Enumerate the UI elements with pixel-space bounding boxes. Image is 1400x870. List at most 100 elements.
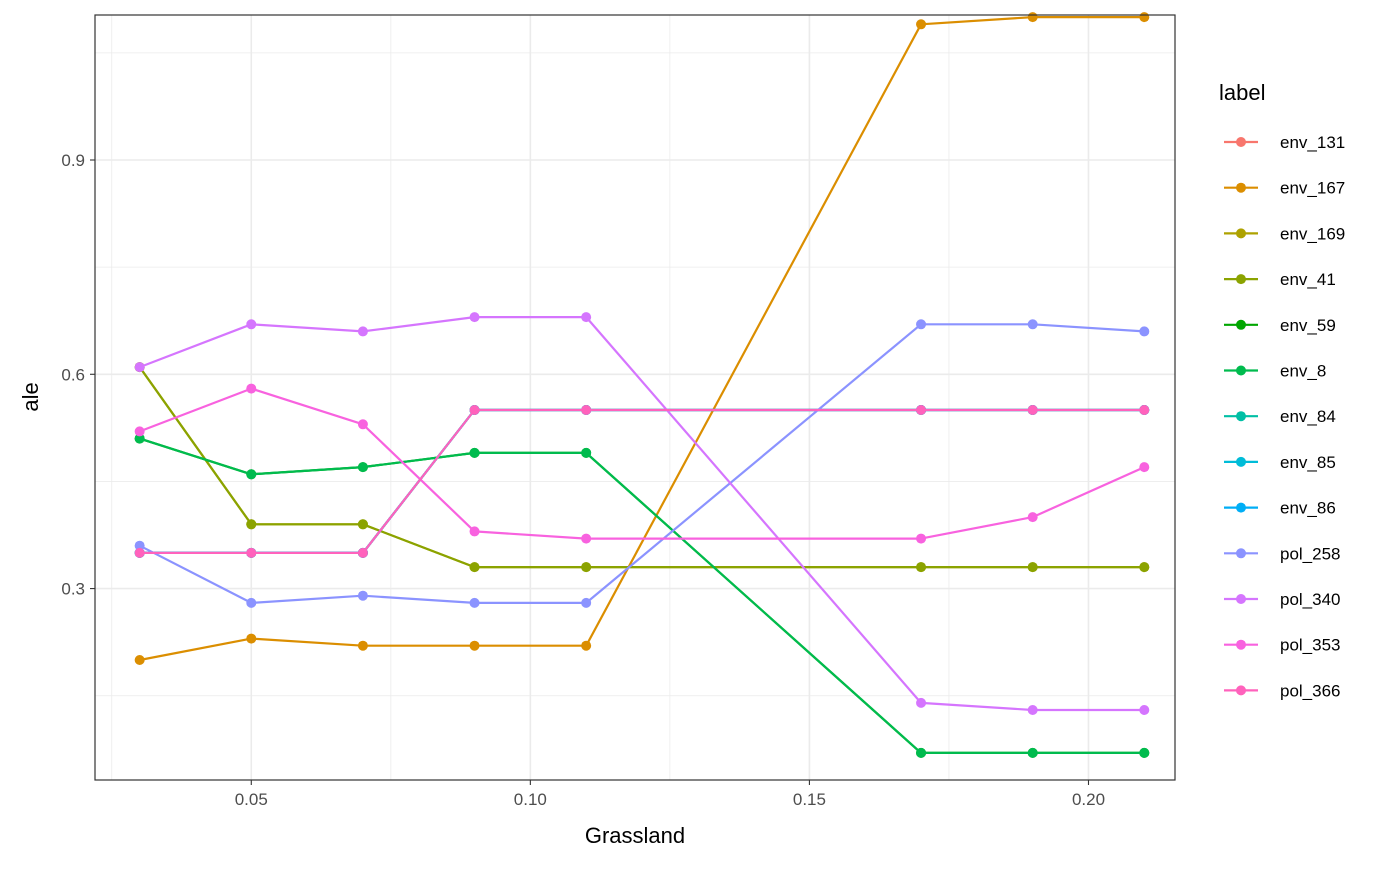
legend-key-point xyxy=(1236,319,1246,330)
legend-key-point xyxy=(1236,182,1246,193)
data-point xyxy=(246,633,257,644)
data-point xyxy=(581,405,592,415)
data-point xyxy=(134,433,145,444)
data-point xyxy=(916,562,927,573)
legend-item: env_86 xyxy=(1224,499,1336,518)
data-point xyxy=(581,640,592,651)
legend-key-point xyxy=(1236,548,1246,559)
data-point xyxy=(469,405,480,415)
data-point xyxy=(1027,12,1038,23)
data-point xyxy=(246,383,257,394)
legend-key-point xyxy=(1236,639,1246,650)
data-point xyxy=(1139,562,1150,573)
x-tick-label: 0.15 xyxy=(793,790,826,809)
legend-label: env_84 xyxy=(1280,407,1336,426)
legend-item: pol_353 xyxy=(1224,636,1341,655)
y-tick-label: 0.3 xyxy=(61,580,85,599)
legend-key-point xyxy=(1236,274,1246,285)
data-point xyxy=(1139,405,1150,415)
legend-label: pol_340 xyxy=(1280,590,1341,609)
legend-label: pol_353 xyxy=(1280,636,1341,655)
data-point xyxy=(916,405,927,415)
data-point xyxy=(581,447,592,458)
legend: label env_131 env_167 env_169 env_41 env_59e… xyxy=(1219,80,1345,700)
data-point xyxy=(1139,12,1150,23)
series-line xyxy=(139,437,1145,755)
data-point xyxy=(916,533,927,544)
series-env_167 xyxy=(134,12,1150,665)
series-line xyxy=(139,387,1145,540)
data-point xyxy=(916,747,927,758)
data-point xyxy=(581,597,592,608)
x-tick-label: 0.20 xyxy=(1072,790,1105,809)
data-point xyxy=(581,533,592,544)
legend-key-point xyxy=(1236,685,1246,696)
legend-item: env_41 xyxy=(1224,270,1336,289)
data-point xyxy=(1139,705,1150,715)
data-point xyxy=(1027,319,1038,330)
plot-panel-border xyxy=(94,14,1176,781)
data-point xyxy=(357,640,368,651)
series-pol_366 xyxy=(134,405,1150,558)
data-point xyxy=(357,326,368,337)
legend-title: label xyxy=(1219,80,1265,105)
data-point xyxy=(134,655,145,665)
y-axis-title: ale xyxy=(18,382,43,411)
data-point xyxy=(134,362,145,373)
legend-key-point xyxy=(1236,502,1246,513)
series-line xyxy=(139,408,1145,555)
legend-item: pol_366 xyxy=(1224,681,1341,700)
data-point xyxy=(357,547,368,558)
data-point xyxy=(1139,462,1150,473)
legend-label: pol_366 xyxy=(1280,681,1341,700)
data-point xyxy=(581,562,592,573)
legend-item: env_59 xyxy=(1224,316,1336,335)
data-point xyxy=(916,19,927,30)
data-point xyxy=(1027,405,1038,415)
legend-item: env_131 xyxy=(1224,133,1345,152)
series-lines xyxy=(134,12,1150,758)
data-point xyxy=(916,319,927,330)
x-tick-label: 0.10 xyxy=(514,790,547,809)
x-axis-title: Grassland xyxy=(585,823,685,848)
y-tick-label: 0.9 xyxy=(61,151,85,170)
legend-label: env_41 xyxy=(1280,270,1336,289)
legend-key-point xyxy=(1236,365,1246,376)
series-line xyxy=(139,323,1145,605)
data-point xyxy=(469,640,480,651)
legend-item: pol_258 xyxy=(1224,544,1341,563)
data-point xyxy=(357,590,368,601)
legend-key-point xyxy=(1236,137,1246,147)
legend-item: env_169 xyxy=(1224,224,1345,243)
data-point xyxy=(1139,747,1150,758)
y-tick-label: 0.6 xyxy=(61,365,85,384)
legend-item: env_167 xyxy=(1224,179,1345,198)
legend-key-point xyxy=(1236,456,1246,467)
data-point xyxy=(246,519,257,530)
legend-item: env_85 xyxy=(1224,453,1336,472)
legend-label: env_169 xyxy=(1280,224,1345,243)
legend-label: env_8 xyxy=(1280,362,1326,381)
legend-label: env_59 xyxy=(1280,316,1336,335)
legend-key-point xyxy=(1236,411,1246,422)
series-env_41 xyxy=(134,362,1150,573)
legend-item: pol_340 xyxy=(1224,590,1341,609)
data-point xyxy=(357,462,368,473)
data-point xyxy=(134,426,145,437)
data-point xyxy=(357,519,368,530)
series-pol_258 xyxy=(134,319,1150,608)
data-point xyxy=(469,447,480,458)
legend-item: env_8 xyxy=(1224,362,1326,381)
series-pol_353 xyxy=(134,383,1150,544)
data-point xyxy=(469,312,480,323)
series-env_8 xyxy=(134,433,1150,758)
legend-label: env_131 xyxy=(1280,133,1345,152)
data-point xyxy=(246,319,257,330)
data-point xyxy=(246,597,257,608)
data-point xyxy=(1139,326,1150,337)
legend-item: env_84 xyxy=(1224,407,1336,426)
series-line xyxy=(139,16,1145,662)
series-pol_340 xyxy=(134,312,1150,715)
